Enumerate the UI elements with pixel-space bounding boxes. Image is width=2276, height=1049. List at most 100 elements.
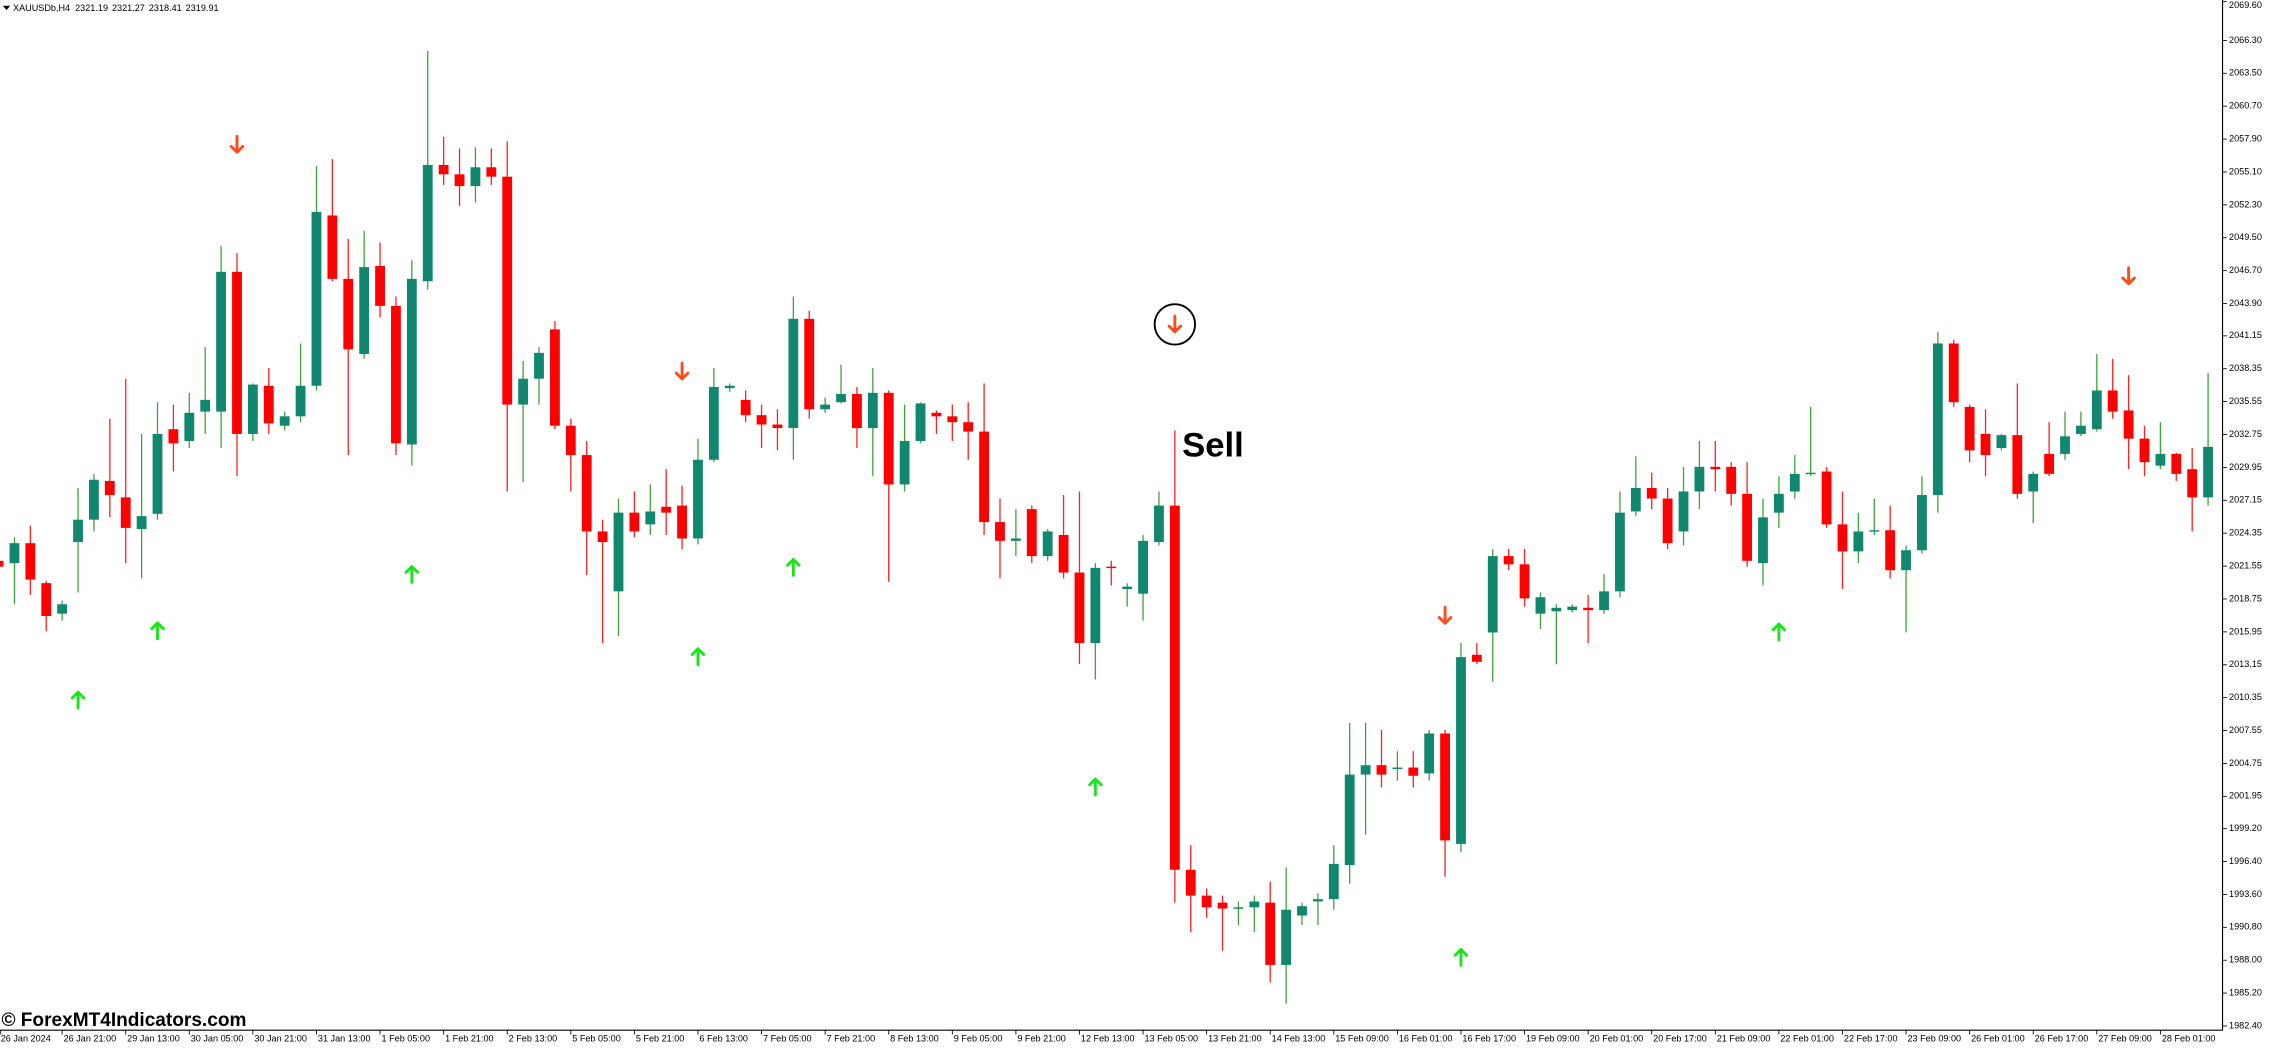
candle-body (2091, 390, 2102, 430)
candle-body (1773, 493, 1784, 513)
candle-body (1487, 556, 1498, 633)
y-tick-label: 2057.90 (2229, 133, 2262, 143)
y-tick-label: 1993.60 (2229, 889, 2262, 899)
candle-body (2155, 453, 2166, 466)
quote-value: 2318.41 (149, 3, 182, 13)
x-tick-label: 15 Feb 09:00 (1335, 1033, 1389, 1043)
buy-arrow (690, 647, 706, 667)
x-tick-label: 20 Feb 01:00 (1590, 1033, 1644, 1043)
candle-body (2171, 453, 2182, 474)
sell-arrow (674, 361, 690, 381)
candle-body (2123, 410, 2134, 439)
candle-body (359, 267, 370, 355)
candle-body (1408, 767, 1419, 776)
candle-body (1344, 774, 1355, 866)
candle-body (1662, 498, 1673, 544)
candle-body (438, 164, 449, 175)
candle-body (883, 392, 894, 485)
y-tick-label: 1985.20 (2229, 988, 2262, 998)
candle-body (1646, 487, 1657, 499)
candle-body (9, 543, 20, 564)
candle-body (899, 440, 910, 485)
buy-arrow (70, 690, 86, 710)
x-tick-label: 26 Feb 01:00 (1971, 1033, 2025, 1043)
candle-body (1742, 493, 1753, 561)
candle-body (1440, 733, 1450, 841)
x-tick-label: 5 Feb 21:00 (636, 1033, 685, 1043)
candle-body (184, 412, 195, 441)
candle-body (693, 459, 703, 539)
candle-body (518, 378, 529, 405)
x-tick-label: 30 Jan 21:00 (254, 1033, 307, 1043)
x-tick-label: 8 Feb 13:00 (890, 1033, 939, 1043)
candle-body (1901, 550, 1911, 571)
buy-arrow (150, 621, 165, 641)
candle-body (549, 329, 560, 426)
candle-body (1201, 895, 1212, 908)
candle-body (0, 560, 4, 567)
quote-value: 2321.27 (112, 3, 145, 13)
candle-body (2076, 425, 2086, 434)
candle-body (1185, 869, 1196, 896)
y-tick-label: 2027.15 (2229, 495, 2262, 505)
quote-value: 2321.19 (75, 3, 108, 13)
candle-body (613, 512, 624, 592)
x-tick-label: 19 Feb 09:00 (1526, 1033, 1580, 1043)
candle-body (247, 384, 258, 434)
y-tick-label: 1988.00 (2229, 955, 2262, 965)
buy-arrow (1088, 777, 1103, 797)
candle-body (422, 164, 433, 282)
candle-body (1948, 343, 1959, 403)
candle-body (1249, 901, 1260, 908)
candle-body (327, 215, 338, 279)
y-tick-label: 2052.30 (2229, 199, 2262, 209)
menu-triangle[interactable] (2, 5, 11, 11)
candle-body (1424, 733, 1435, 774)
candle-body (454, 174, 465, 187)
candle-body (406, 278, 417, 445)
candle-body (1885, 530, 1896, 571)
x-tick-label: 20 Feb 17:00 (1653, 1033, 1707, 1043)
candle-body (1726, 466, 1737, 494)
candle-body (1869, 530, 1880, 532)
sell-arrow (1167, 314, 1183, 334)
candle-body (2060, 436, 2070, 454)
x-tick-label: 12 Feb 13:00 (1081, 1033, 1135, 1043)
candle-body (1932, 343, 1943, 496)
candle-body (629, 512, 640, 532)
y-tick-label: 2066.30 (2229, 35, 2262, 45)
candle-body (57, 604, 68, 614)
y-tick-label: 1996.40 (2229, 856, 2262, 866)
candle-body (73, 519, 83, 543)
y-tick-label: 2041.15 (2229, 330, 2262, 340)
candle-body (995, 522, 1005, 541)
candle-body (1265, 902, 1276, 965)
candle-body (788, 318, 799, 429)
candle-body (2044, 453, 2055, 474)
candle-body (1297, 906, 1307, 916)
candle-body (1758, 517, 1768, 564)
candle-body (1169, 505, 1180, 870)
candle-body (136, 516, 147, 530)
candle-body (1138, 540, 1148, 594)
candle-body (1360, 765, 1371, 775)
candle-body (1376, 765, 1387, 775)
candle-body (1074, 572, 1085, 644)
candle-body (1217, 902, 1228, 909)
candle-body (677, 505, 687, 539)
candle-body (1233, 907, 1244, 909)
x-tick-label: 6 Feb 13:00 (699, 1033, 748, 1043)
y-tick-label: 2046.70 (2229, 265, 2262, 275)
candle-body (1058, 534, 1069, 573)
candle-body (104, 480, 115, 496)
y-tick-label: 2032.75 (2229, 429, 2262, 439)
candle-body (534, 352, 544, 379)
candle-body (2028, 473, 2039, 492)
candle-body (915, 403, 926, 441)
candle-body (1281, 909, 1292, 965)
candle-body (1980, 433, 1991, 456)
symbol-title: XAUUSDb,H4 (13, 3, 70, 13)
x-tick-label: 28 Feb 01:00 (2162, 1033, 2216, 1043)
